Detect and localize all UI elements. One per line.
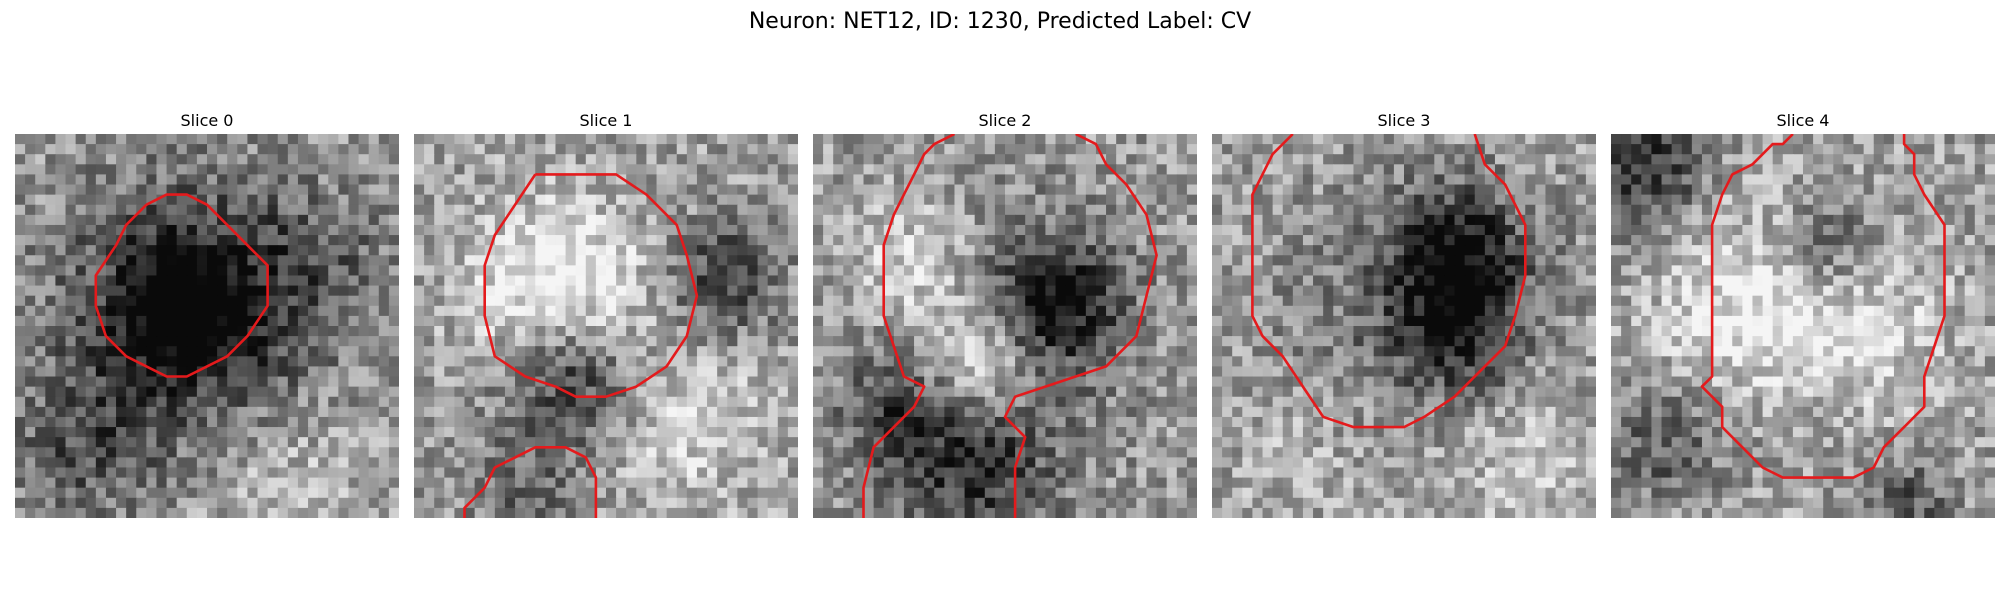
panel-slice-1: Slice 1 [414, 108, 798, 518]
contour-line [463, 445, 598, 518]
slice-canvas [414, 134, 798, 518]
panel-title: Slice 1 [579, 111, 633, 130]
panel-title: Slice 4 [1776, 111, 1830, 130]
contour-line [862, 134, 956, 518]
panel-title: Slice 2 [978, 111, 1032, 130]
slice-canvas [1212, 134, 1596, 518]
contour-line [94, 193, 269, 378]
slice-image [813, 134, 1197, 518]
panel-title: Slice 0 [180, 111, 234, 130]
contour-line [483, 173, 699, 399]
panel-title: Slice 3 [1377, 111, 1431, 130]
panel-slice-2: Slice 2 [813, 108, 1197, 518]
panel-slice-3: Slice 3 [1212, 108, 1596, 518]
contour-line [1003, 134, 1158, 518]
panel-slice-0: Slice 0 [15, 108, 399, 518]
slice-image [414, 134, 798, 518]
panel-slice-4: Slice 4 [1611, 108, 1995, 518]
slice-canvas [813, 134, 1197, 518]
slice-image [15, 134, 399, 518]
contour-line [1700, 134, 1946, 479]
slice-image [1611, 134, 1995, 518]
figure-title: Neuron: NET12, ID: 1230, Predicted Label… [748, 9, 1252, 34]
contour-line [1251, 134, 1527, 429]
slice-canvas [15, 134, 399, 518]
slice-canvas [1611, 134, 1995, 518]
slice-image [1212, 134, 1596, 518]
